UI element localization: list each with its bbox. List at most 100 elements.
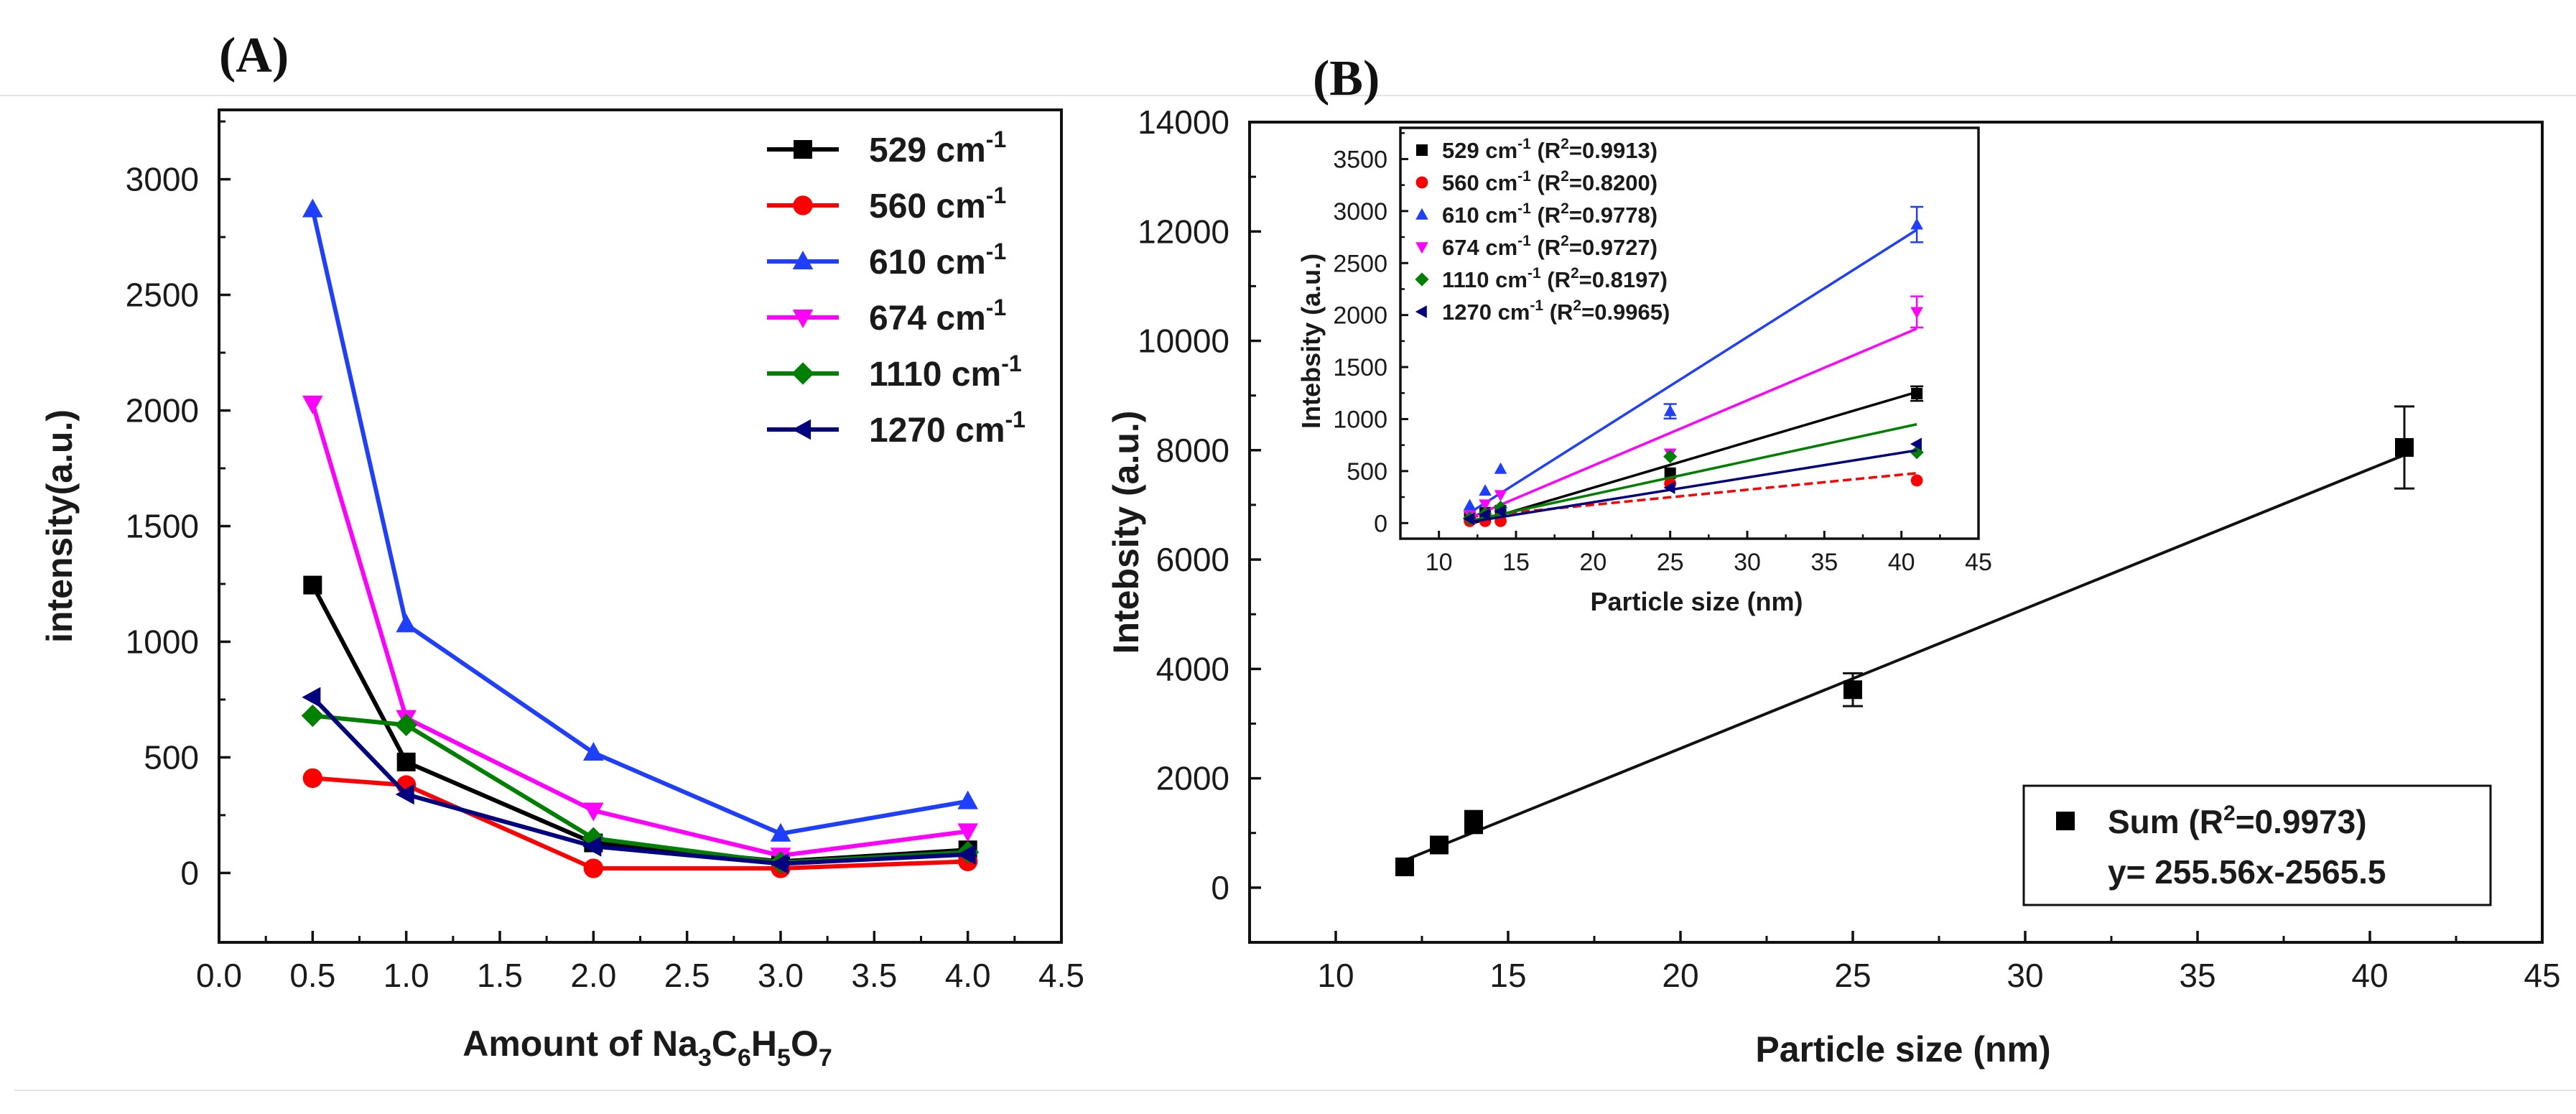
legend-label-text: 1270 cm	[869, 412, 1005, 450]
data-point	[302, 395, 323, 414]
y-tick-label: 1000	[126, 623, 199, 660]
legend-label: 529 cm-1 (R2=0.9913)	[1442, 136, 1657, 163]
legend-label-text: =0.9778)	[1569, 203, 1657, 228]
x-tick-label: 35	[1810, 549, 1838, 576]
y-axis-title: Intebsity (a.u.)	[1106, 411, 1146, 654]
legend-label: 674 cm-1 (R2=0.9727)	[1442, 233, 1657, 260]
legend-label-superscript: -1	[1001, 351, 1021, 376]
legend-label-superscript: 2	[1571, 265, 1579, 282]
x-tick-label: 15	[1489, 957, 1526, 994]
x-axis-title-text: C	[712, 1024, 738, 1064]
y-tick-label: 2500	[126, 277, 199, 314]
legend-label-text: 674 cm	[1442, 235, 1517, 260]
data-point	[1478, 508, 1490, 521]
legend-marker	[1415, 272, 1429, 287]
x-tick-label: 4.0	[945, 957, 991, 994]
x-tick-label: 30	[1734, 549, 1761, 576]
fit-line-5	[1469, 449, 1917, 524]
legend-label-text: 610 cm	[1442, 203, 1517, 228]
legend-label-text: (R	[1531, 235, 1561, 260]
x-tick-label: 40	[2351, 957, 2388, 994]
legend-marker	[2056, 812, 2075, 830]
legend-label-text: =0.9913)	[1569, 138, 1657, 163]
legend-box	[2022, 784, 2492, 906]
x-tick-label: 40	[1888, 549, 1915, 576]
legend-label-text: =0.9965)	[1581, 300, 1670, 325]
legend-marker	[791, 362, 814, 385]
y-tick-label: 3000	[126, 161, 199, 198]
x-tick-label: 2.5	[664, 957, 710, 994]
fit-line-4	[1469, 422, 1917, 523]
legend-label-text: 560 cm	[869, 187, 986, 226]
legend-label: 1110 cm-1	[869, 351, 1022, 394]
x-axis-title-text: Amount of Na	[462, 1024, 699, 1064]
legend-label: Sum (R2=0.9973)	[2108, 802, 2367, 840]
data-point	[1910, 445, 1924, 460]
legend-label: 610 cm-1 (R2=0.9778)	[1442, 200, 1657, 228]
data-point	[302, 198, 323, 218]
x-tick-label: 3.0	[758, 957, 804, 994]
x-tick-label: 20	[1579, 549, 1606, 576]
legend-label-text: =0.9727)	[1569, 235, 1657, 260]
y-tick-label: 4000	[1156, 650, 1229, 687]
legend-label-text: 1110 cm	[869, 356, 1001, 394]
legend-label-superscript: 2	[1573, 297, 1581, 314]
legend-label: 1110 cm-1 (R2=0.8197)	[1442, 265, 1668, 292]
legend-label-text: (R	[1543, 300, 1573, 325]
chart-panel-b: 10 15 20 25 30 35 40 45020004000600080001000012…	[1106, 103, 2561, 1069]
chart-panel-a: 0.0 0.5 1.0 1.5 2.0 2.5 3.0 3.5 4.0 4.5 0 500 1000 15…	[39, 108, 1084, 1072]
legend-label-superscript: -1	[1517, 233, 1531, 249]
fit-equation: y= 255.56x-2565.5	[2108, 853, 2386, 891]
data-point	[1910, 474, 1923, 487]
data-point	[1663, 481, 1675, 494]
data-point	[1494, 462, 1507, 474]
y-tick-label: 6000	[1156, 541, 1229, 578]
legend-label-text: =0.8197)	[1579, 267, 1668, 292]
legend-marker	[1415, 176, 1428, 189]
y-tick-label: 12000	[1138, 213, 1229, 250]
legend-label-text: 674 cm	[869, 300, 986, 338]
x-tick-label: 0.5	[289, 957, 335, 994]
data-point	[1494, 490, 1507, 502]
y-tick-label: 3500	[1333, 146, 1387, 173]
y-tick-label: 14000	[1138, 103, 1229, 141]
data-point	[1463, 498, 1477, 511]
x-tick-label: 20	[1662, 957, 1698, 994]
legend-label: 1270 cm-1	[869, 407, 1026, 450]
legend-label: 610 cm-1	[869, 238, 1006, 282]
x-axis-title-subscript: 6	[738, 1044, 751, 1072]
legend-label-superscript: -1	[1517, 136, 1531, 152]
x-axis-title-subscript: 7	[819, 1044, 832, 1072]
data-point	[1910, 437, 1922, 451]
fit-line	[1404, 453, 2405, 862]
y-tick-label: 500	[1347, 458, 1387, 486]
legend-label-text: 1110 cm	[1442, 267, 1528, 292]
legend-label-text: 529 cm	[1442, 138, 1517, 163]
legend-label-superscript: -1	[1530, 297, 1543, 314]
legend-label-superscript: -1	[986, 182, 1006, 208]
data-point	[1843, 680, 1862, 700]
fit-line-3	[1469, 327, 1917, 519]
legend-marker	[793, 195, 813, 215]
y-tick-label: 2000	[1333, 302, 1387, 330]
x-axis-title-text: O	[791, 1024, 819, 1064]
y-tick-label: 2000	[126, 392, 199, 430]
legend-marker	[794, 140, 812, 159]
y-tick-label: 2000	[1156, 760, 1229, 797]
legend-label-superscript: 2	[1561, 233, 1569, 249]
y-tick-label: 8000	[1156, 432, 1229, 469]
x-tick-label: 10	[1426, 549, 1453, 576]
panel-b-label: (B)	[1313, 51, 1380, 106]
plot-frame	[218, 108, 1063, 944]
legend-label: 560 cm-1	[869, 182, 1006, 226]
legend-label-text: =0.8200)	[1569, 170, 1657, 195]
y-tick-label: 10000	[1138, 322, 1229, 360]
data-point	[396, 613, 417, 633]
y-axis-title: Intebsity (a.u.)	[1296, 254, 1326, 429]
data-point	[1494, 504, 1506, 518]
data-point	[302, 768, 322, 789]
legend-label-text: =0.9973)	[2236, 803, 2367, 840]
legend-label-superscript: -1	[986, 294, 1006, 320]
data-point	[583, 858, 603, 878]
